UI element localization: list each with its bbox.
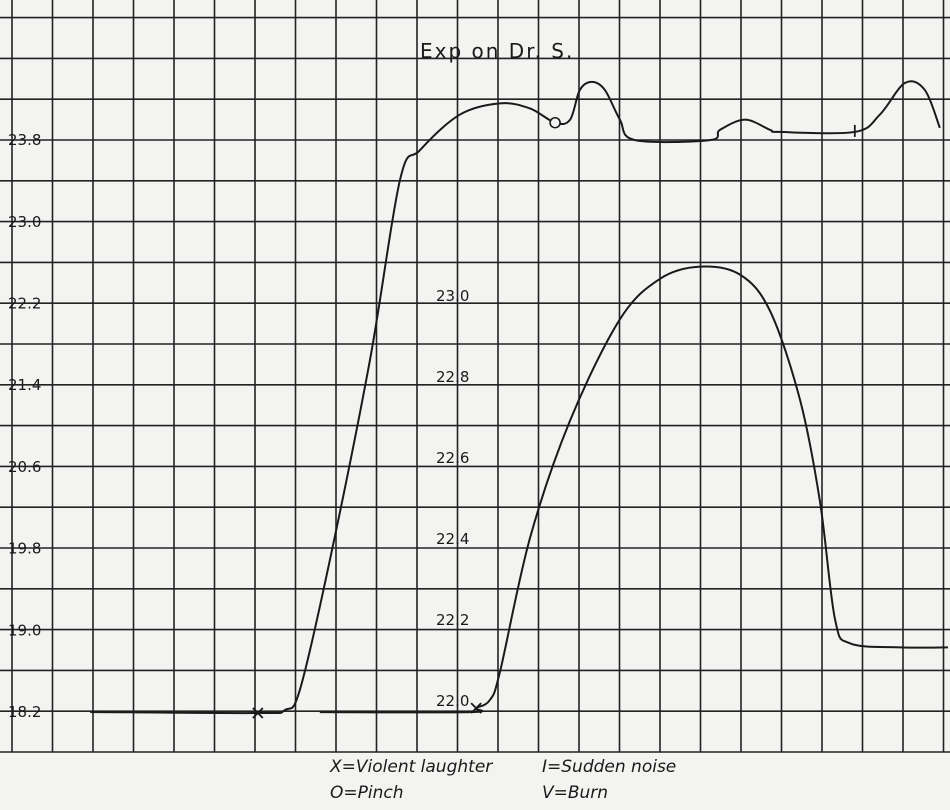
- inner-tick-label: 22.4: [436, 530, 469, 548]
- legend-entry-noise: I=Sudden noise: [542, 757, 676, 777]
- legend-entry-pinch: O=Pinch: [330, 783, 404, 803]
- left-tick-label: 20.6: [8, 458, 41, 476]
- left-tick-label: 21.4: [8, 376, 41, 394]
- marker-laughter: [252, 707, 264, 719]
- marker-laughter: [470, 702, 482, 714]
- curve-left-scale: [90, 80, 941, 715]
- left-axis-ticks: 23.8 23.0 22.2 21.4 20.6 19.8 19.0 18.2: [8, 131, 41, 721]
- chart-title: Exp on Dr. S.: [420, 39, 574, 63]
- legend-entry-laughter: X=Violent laughter: [329, 757, 493, 777]
- curve-inner-scale: [319, 265, 948, 714]
- legend-entry-burn: V=Burn: [542, 783, 608, 803]
- inner-tick-label: 22.2: [436, 611, 469, 629]
- left-tick-label: 19.8: [8, 540, 41, 558]
- inner-axis-ticks: 23.0 22.8 22.6 22.4 22.2 22.0: [436, 287, 469, 710]
- left-tick-label: 19.0: [8, 621, 41, 639]
- inner-tick-label: 22.0: [436, 692, 469, 710]
- inner-tick-label: 22.6: [436, 449, 469, 467]
- marker-pinch: [549, 116, 561, 129]
- series-group: [90, 80, 948, 715]
- inner-tick-label: 23.0: [436, 287, 469, 305]
- left-tick-label: 18.2: [8, 703, 41, 721]
- left-tick-label: 23.8: [8, 131, 41, 149]
- inner-tick-label: 22.8: [436, 368, 469, 386]
- left-tick-label: 22.2: [8, 295, 41, 313]
- markers-group: [252, 116, 856, 719]
- grid: [0, 0, 950, 753]
- left-tick-label: 23.0: [8, 213, 41, 231]
